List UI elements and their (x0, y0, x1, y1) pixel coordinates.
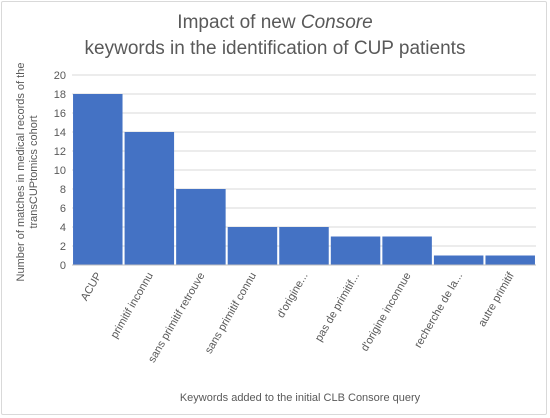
x-tick-label: sans primitif retrouve (146, 271, 207, 365)
y-tick-label: 4 (60, 222, 66, 234)
y-tick-labels: 0 2 4 6 8 10 12 14 16 18 20 (54, 70, 66, 272)
chart-title-part-1: Impact of new (177, 12, 301, 33)
y-tick-label: 10 (54, 165, 66, 177)
y-axis-title-line-2: transCUPtomics cohort (28, 115, 40, 228)
y-tick-label: 2 (60, 241, 66, 253)
y-tick-label: 18 (54, 89, 66, 101)
x-tick-label: primitif inconnu (109, 271, 156, 341)
chart-title: Impact of new Consore keywords in the id… (0, 10, 550, 62)
y-tick-label: 12 (54, 146, 66, 158)
bar (279, 227, 329, 265)
chart-title-italic: Consore (300, 12, 373, 33)
bar (73, 94, 123, 265)
x-tick-label: pas de primitif... (313, 271, 362, 344)
y-tick-label: 16 (54, 108, 66, 120)
bar (227, 227, 278, 265)
y-tick-label: 8 (60, 184, 66, 196)
y-axis-title-line-1: Number of matches in medical records of … (15, 63, 27, 282)
x-tick-label: autre primitif (476, 270, 517, 329)
bar (433, 255, 484, 265)
bars (73, 94, 535, 265)
x-tick-label: ACUP (79, 271, 105, 303)
y-axis-title: Number of matches in medical records of … (15, 63, 40, 282)
bar (124, 132, 175, 265)
x-tick-label: d'origine inconnue (359, 271, 414, 354)
bar (176, 189, 226, 265)
y-tick-label: 20 (54, 70, 66, 82)
x-tick-label: d'origine... (275, 271, 311, 321)
bar (485, 255, 535, 265)
y-tick-label: 0 (60, 260, 66, 272)
x-tick-label: recherche de la... (412, 271, 465, 351)
y-tick-label: 14 (54, 127, 66, 139)
chart-title-part-2: keywords in the identification of CUP pa… (84, 38, 466, 59)
x-tick-label: sans primitif connu (203, 271, 259, 356)
x-axis-title: Keywords added to the initial CLB Consor… (180, 392, 421, 404)
y-tick-label: 6 (60, 203, 66, 215)
bar (330, 236, 381, 265)
bar (382, 236, 432, 265)
